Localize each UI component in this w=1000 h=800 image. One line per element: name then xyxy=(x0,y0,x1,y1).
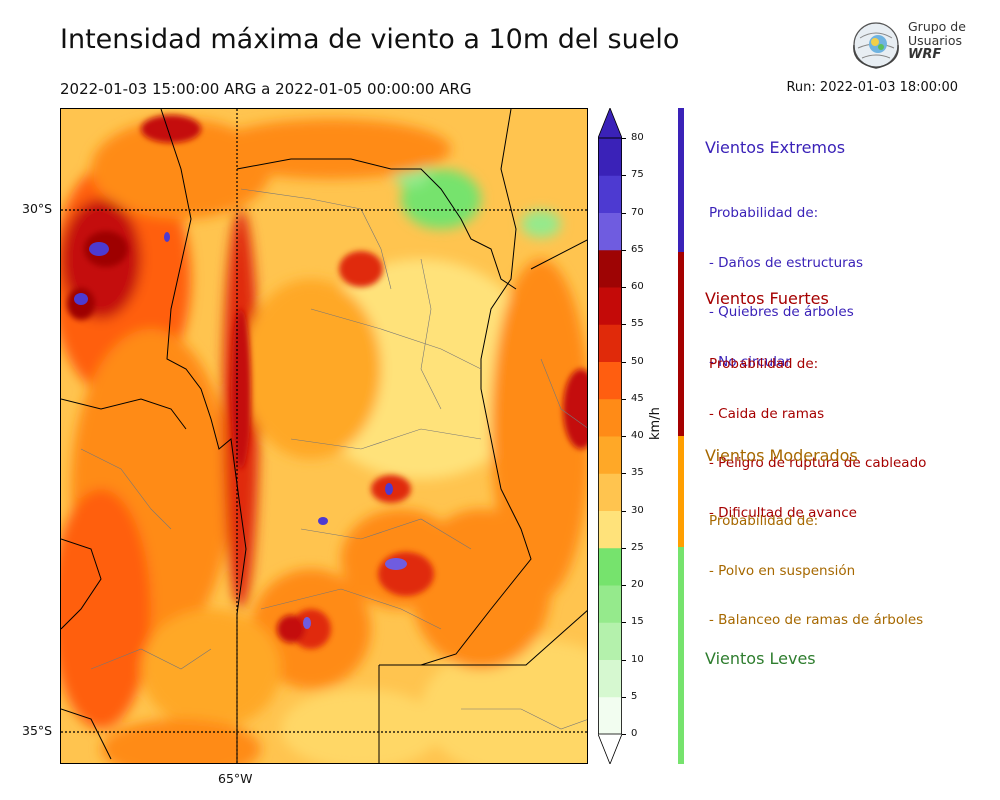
lon-label-65w: 65°W xyxy=(218,771,253,786)
colorbar-extend-high xyxy=(598,108,622,139)
graticule xyxy=(61,109,587,763)
colorbar-tick-mark xyxy=(622,585,626,586)
colorbar-tick-label: 70 xyxy=(631,206,644,218)
category-desc-line: - Polvo en suspensión xyxy=(709,562,856,579)
colorbar-tick-label: 50 xyxy=(631,355,644,367)
wind-field xyxy=(61,119,587,763)
department-lines xyxy=(80,188,587,730)
colorbar-tick-label: 55 xyxy=(631,318,644,330)
colorbar-band xyxy=(598,585,622,623)
colorbar-band xyxy=(598,510,622,549)
category-desc-line: - Peligro de ruptura de cableado xyxy=(709,455,927,471)
colorbar-tick-mark xyxy=(622,696,626,698)
category-desc-line: - Quiebres de árboles xyxy=(709,304,854,320)
category-desc-line: Probabilidad de: xyxy=(709,205,819,221)
boundaries xyxy=(61,109,587,763)
colorbar-band xyxy=(598,696,622,735)
category-bar-strong xyxy=(678,252,684,436)
colorbar-band xyxy=(598,361,622,400)
colorbar-band xyxy=(598,473,622,511)
category-title-moderate: Vientos Moderados xyxy=(705,446,858,465)
colorbar-tick-label: 30 xyxy=(631,504,644,516)
category-desc-line: - Dificultad de avance xyxy=(709,504,857,521)
colorbar-band xyxy=(598,287,622,325)
colorbar-tick-label: 60 xyxy=(631,281,644,292)
colorbar-band xyxy=(598,175,622,213)
colorbar-tick-label: 75 xyxy=(631,169,644,181)
colorbar-extend-low xyxy=(598,733,622,764)
colorbar-tick-mark xyxy=(622,398,626,400)
category-title-strong: Vientos Fuertes xyxy=(705,289,829,308)
run-timestamp: Run: 2022-01-03 18:00:00 xyxy=(786,80,958,95)
colorbar-band xyxy=(598,398,622,437)
colorbar-tick-mark xyxy=(622,175,626,177)
logo-line2: Usuarios xyxy=(908,33,963,48)
category-bar-light xyxy=(678,547,684,764)
colorbar-band xyxy=(598,547,622,586)
colorbar-band xyxy=(598,324,622,362)
forecast-period: 2022-01-03 15:00:00 ARG a 2022-01-05 00:… xyxy=(60,80,472,98)
colorbar-tick-label: 0 xyxy=(631,728,638,739)
colorbar-band xyxy=(598,659,622,698)
wind-speed-map xyxy=(60,108,588,764)
colorbar-tick-label: 20 xyxy=(631,579,644,590)
colorbar-tick-label: 35 xyxy=(631,467,644,479)
colorbar-tick-label: 25 xyxy=(631,541,644,553)
category-desc-strong: Probabilidad de: - Caida de ramas - Peli… xyxy=(709,323,926,538)
colorbar-tick-mark xyxy=(622,547,626,549)
colorbar-tick-mark xyxy=(622,361,626,363)
colorbar-tick-label: 10 xyxy=(631,653,644,665)
colorbar-tick-label: 15 xyxy=(631,616,644,628)
colorbar-tick-mark xyxy=(622,659,626,661)
logo-line1: Grupo de xyxy=(908,19,966,34)
colorbar xyxy=(598,108,622,764)
colorbar-tick-mark xyxy=(622,436,626,437)
colorbar-tick-mark xyxy=(622,473,626,475)
category-desc-line: - Balanceo de ramas de árboles xyxy=(709,612,924,628)
lat-label-30s: 30°S xyxy=(22,201,53,216)
colorbar-border xyxy=(598,137,622,735)
colorbar-tick-mark xyxy=(622,212,626,214)
colorbar-tick-mark xyxy=(622,510,626,512)
colorbar-tick-label: 65 xyxy=(631,243,644,255)
colorbar-tick-mark xyxy=(622,622,626,624)
wrf-logo: Grupo de Usuarios WRF xyxy=(848,18,968,72)
colorbar-band xyxy=(598,436,622,474)
colorbar-band xyxy=(598,249,622,288)
map-canvas xyxy=(61,109,587,763)
colorbar-tick-mark xyxy=(622,324,626,326)
colorbar-band xyxy=(598,622,622,660)
colorbar-tick-label: 45 xyxy=(631,392,644,404)
colorbar-band xyxy=(598,212,622,251)
category-bar-extreme xyxy=(678,108,684,252)
category-title-extreme: Vientos Extremos xyxy=(705,138,846,157)
category-bar-moderate xyxy=(678,436,684,547)
colorbar-tick-mark xyxy=(622,734,626,735)
category-desc-line: - Caida de ramas xyxy=(709,405,825,422)
category-title-light: Vientos Leves xyxy=(705,649,816,668)
colorbar-tick-mark xyxy=(622,138,626,139)
colorbar-unit: km/h xyxy=(648,407,663,440)
category-desc-line: Probabilidad de: xyxy=(709,356,819,372)
colorbar-tick-label: 40 xyxy=(631,430,644,441)
extreme-wind-spots xyxy=(74,232,407,629)
colorbar-band xyxy=(598,138,622,176)
colorbar-tick-mark xyxy=(622,249,626,251)
colorbar-tick-mark xyxy=(622,287,626,288)
globe-icon xyxy=(853,22,899,69)
category-desc-line: - No circular xyxy=(709,353,791,370)
category-desc-moderate: Probabilidad de: - Polvo en suspensión -… xyxy=(709,480,923,645)
category-desc-extreme: Probabilidad de: - Daños de estructuras … xyxy=(709,172,863,387)
category-desc-line: - Daños de estructuras xyxy=(709,254,864,271)
logo-line3: WRF xyxy=(908,47,942,62)
map-title: Intensidad máxima de viento a 10m del su… xyxy=(60,24,680,55)
colorbar-tick-label: 80 xyxy=(631,132,644,143)
category-desc-line: Probabilidad de: xyxy=(709,513,819,529)
colorbar-tick-label: 5 xyxy=(631,690,638,702)
lat-label-35s: 35°S xyxy=(22,723,53,738)
